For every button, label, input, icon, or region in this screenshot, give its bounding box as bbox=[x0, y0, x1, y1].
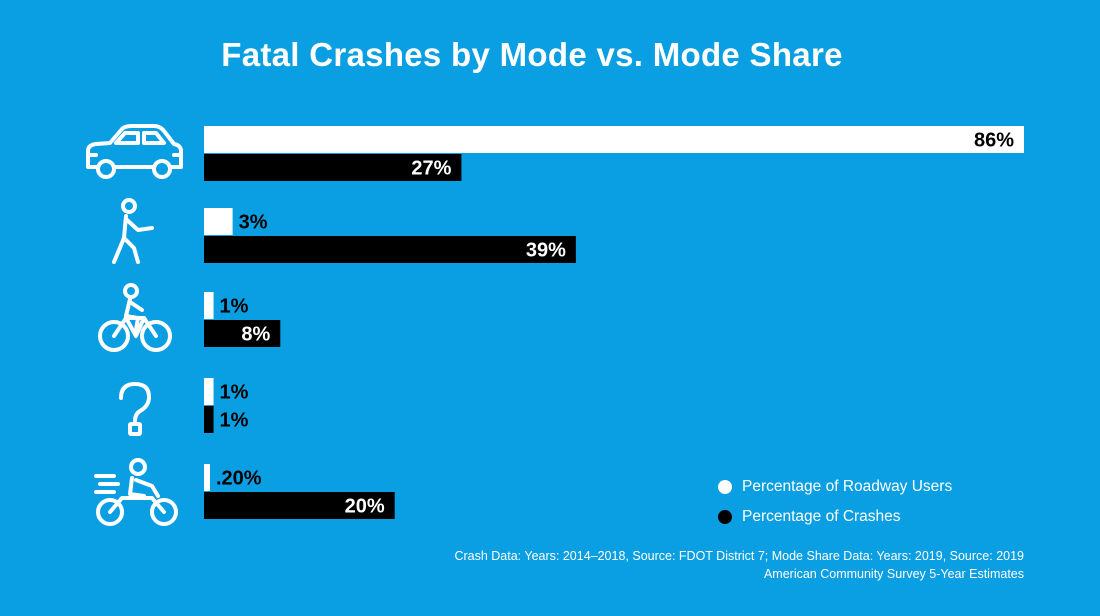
question-mark-icon bbox=[119, 382, 151, 436]
car-icon bbox=[86, 124, 183, 179]
legend-label: Percentage of Roadway Users bbox=[742, 478, 953, 495]
bar-unknown-roadway-users bbox=[204, 378, 214, 405]
motorcycle-icon bbox=[94, 458, 178, 526]
data-label-motorcycle-crashes: 20% bbox=[345, 496, 385, 518]
bicycle-icon bbox=[98, 283, 172, 352]
legend-item-roadway-users: Percentage of Roadway Users bbox=[718, 472, 952, 502]
bar-pedestrian-crashes bbox=[204, 236, 576, 263]
bar-bicycle-roadway-users bbox=[204, 292, 214, 319]
bar-car-roadway-users bbox=[204, 126, 1024, 153]
data-label-motorcycle-roadway-users: .20% bbox=[216, 468, 262, 490]
data-label-pedestrian-crashes: 39% bbox=[526, 240, 566, 262]
source-note: Crash Data: Years: 2014–2018, Source: FD… bbox=[404, 547, 1024, 583]
bar-car-crashes bbox=[204, 154, 462, 181]
chart-title: Fatal Crashes by Mode vs. Mode Share bbox=[221, 36, 843, 73]
data-label-car-crashes: 27% bbox=[411, 158, 451, 180]
data-label-car-roadway-users: 86% bbox=[974, 130, 1014, 152]
bar-bicycle-crashes bbox=[204, 320, 281, 347]
legend-item-crashes: Percentage of Crashes bbox=[718, 502, 952, 532]
legend: Percentage of Roadway Users Percentage o… bbox=[718, 472, 952, 532]
legend-swatch-black bbox=[718, 510, 732, 524]
bar-pedestrian-roadway-users bbox=[204, 208, 233, 235]
data-label-bicycle-roadway-users: 1% bbox=[220, 296, 249, 318]
pedestrian-icon bbox=[112, 198, 154, 264]
source-line-1: Crash Data: Years: 2014–2018, Source: FD… bbox=[454, 549, 1024, 563]
data-label-unknown-roadway-users: 1% bbox=[220, 382, 249, 404]
bar-motorcycle-crashes bbox=[204, 492, 395, 519]
bar-unknown-crashes bbox=[204, 406, 214, 433]
legend-label: Percentage of Crashes bbox=[742, 508, 901, 525]
data-label-unknown-crashes: 1% bbox=[220, 410, 249, 432]
source-line-2: American Community Survey 5-Year Estimat… bbox=[763, 567, 1024, 581]
data-label-pedestrian-roadway-users: 3% bbox=[239, 212, 268, 234]
bar-motorcycle-roadway-users bbox=[204, 464, 210, 491]
legend-swatch-white bbox=[718, 480, 732, 494]
data-label-bicycle-crashes: 8% bbox=[241, 324, 270, 346]
